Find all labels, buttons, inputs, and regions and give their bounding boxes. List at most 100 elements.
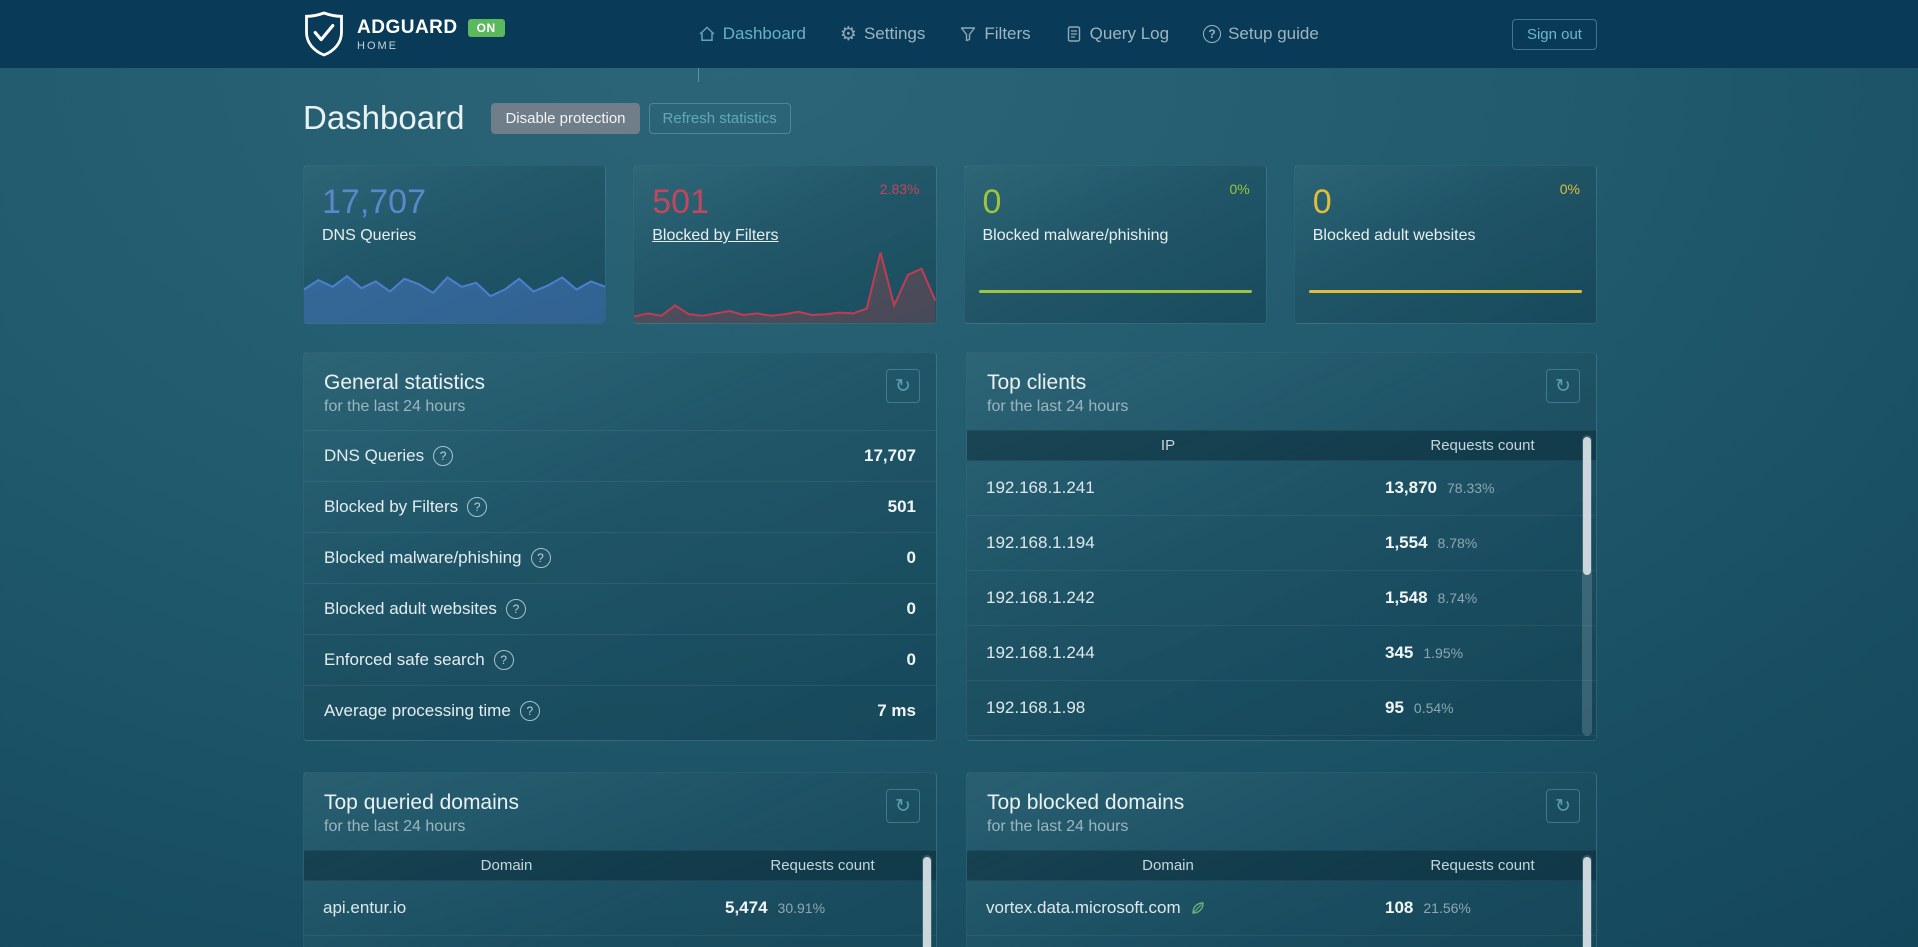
- refresh-icon: ↻: [1555, 375, 1571, 397]
- refresh-top-blocked-button[interactable]: ↻: [1546, 789, 1580, 823]
- refresh-top-clients-button[interactable]: ↻: [1546, 369, 1580, 403]
- request-percent: 8.74%: [1437, 590, 1478, 606]
- help-icon[interactable]: ?: [433, 446, 454, 466]
- client-ip[interactable]: 192.168.1.242: [986, 588, 1095, 607]
- row-value: 501: [887, 497, 916, 516]
- nav-item-setup-guide[interactable]: ? Setup guide: [1203, 0, 1319, 68]
- blocked-filters-percent: 2.83%: [879, 181, 920, 197]
- scrollbar-thumb[interactable]: [1583, 857, 1591, 947]
- row-label: Average processing time: [324, 701, 511, 720]
- disable-protection-button[interactable]: Disable protection: [491, 102, 640, 134]
- gear-icon: ⚙: [839, 23, 857, 45]
- protection-status-badge: ON: [467, 18, 505, 37]
- home-icon: [699, 26, 715, 41]
- nav-item-settings[interactable]: ⚙ Settings: [840, 0, 925, 68]
- top-clients-table-header: IP Requests count: [967, 430, 1596, 461]
- middle-row: General statistics for the last 24 hours…: [303, 352, 1597, 741]
- row-label: Enforced safe search: [324, 650, 485, 669]
- col-header-ip: IP: [1160, 437, 1176, 454]
- top-queried-domains-card: Top queried domains for the last 24 hour…: [303, 772, 937, 947]
- request-count: 95: [1385, 698, 1404, 717]
- page-title: Dashboard: [303, 99, 465, 136]
- client-ip[interactable]: 192.168.1.194: [986, 533, 1095, 552]
- blocked-malware-card: 0 0% Blocked malware/phishing: [963, 165, 1267, 324]
- row-label: Blocked malware/phishing: [324, 548, 522, 567]
- request-percent: 21.56%: [1423, 900, 1471, 916]
- domain-row[interactable]: vortex.data.microsoft.com 108 21.56%: [967, 881, 1596, 936]
- client-row[interactable]: 192.168.1.244 345 1.95%: [967, 626, 1596, 681]
- tracker-info-icon[interactable]: [1189, 899, 1207, 917]
- help-icon[interactable]: ?: [519, 701, 540, 721]
- top-navbar: ADGUARD ON HOME Dashboard ⚙ Settings Fil…: [0, 0, 1918, 82]
- client-ip[interactable]: 192.168.1.241: [986, 478, 1095, 497]
- request-count: 1,548: [1385, 588, 1428, 607]
- client-ip[interactable]: 192.168.1.244: [986, 643, 1095, 662]
- client-row[interactable]: 192.168.1.241 13,870 78.33%: [967, 461, 1596, 516]
- request-percent: 30.91%: [777, 900, 826, 916]
- help-icon[interactable]: ?: [530, 548, 551, 568]
- filter-funnel-icon: [961, 27, 976, 42]
- brand-text: ADGUARD ON HOME: [357, 17, 505, 52]
- row-value: 7 ms: [877, 701, 916, 720]
- blocked-adult-value: 0: [1312, 183, 1332, 221]
- request-count: 1,554: [1385, 533, 1428, 552]
- client-row[interactable]: 192.168.1.98 95 0.54%: [967, 681, 1596, 736]
- row-value: 0: [906, 599, 916, 618]
- client-row[interactable]: 192.168.1.194 1,554 8.78%: [967, 516, 1596, 571]
- card-subtitle: for the last 24 hours: [987, 398, 1129, 415]
- dns-queries-card: 17,707 DNS Queries: [303, 165, 607, 324]
- adguard-shield-icon: [305, 11, 343, 57]
- request-percent: 1.95%: [1423, 645, 1464, 661]
- blocked-malware-percent: 0%: [1229, 181, 1250, 197]
- domain-row[interactable]: api.entur.io 5,474 30.91%: [304, 881, 936, 936]
- nav-item-dashboard[interactable]: Dashboard: [697, 0, 806, 82]
- nav-item-filters[interactable]: Filters: [959, 0, 1031, 68]
- scrollbar-thumb[interactable]: [923, 857, 931, 947]
- request-percent: 0.54%: [1413, 700, 1454, 716]
- request-count: 108: [1385, 898, 1414, 917]
- sign-out-button[interactable]: Sign out: [1511, 18, 1597, 50]
- document-log-icon: [1067, 26, 1080, 42]
- main-nav: Dashboard ⚙ Settings Filters Query Log ?…: [697, 0, 1319, 82]
- domain-name[interactable]: api.entur.io: [323, 898, 407, 917]
- vertical-scrollbar[interactable]: [1582, 855, 1592, 947]
- nav-label: Settings: [863, 24, 926, 43]
- refresh-top-queried-button[interactable]: ↻: [886, 789, 920, 823]
- dashboard-page: Dashboard Disable protection Refresh sta…: [0, 98, 1597, 947]
- card-subtitle: for the last 24 hours: [324, 818, 466, 835]
- stats-row-safe-search: Enforced safe search? 0: [304, 634, 936, 685]
- top-queried-header: Top queried domains for the last 24 hour…: [304, 773, 936, 850]
- request-count: 13,870: [1385, 478, 1437, 497]
- client-row[interactable]: 192.168.1.242 1,548 8.74%: [967, 571, 1596, 626]
- stats-row-blocked-adult: Blocked adult websites? 0: [304, 583, 936, 634]
- top-blocked-domains-card: Top blocked domains for the last 24 hour…: [966, 772, 1597, 947]
- dns-queries-label: DNS Queries: [322, 227, 417, 244]
- blocked-adult-percent: 0%: [1559, 181, 1580, 197]
- brand-logo[interactable]: ADGUARD ON HOME: [303, 11, 505, 57]
- card-subtitle: for the last 24 hours: [987, 818, 1129, 835]
- refresh-general-statistics-button[interactable]: ↻: [886, 369, 920, 403]
- request-percent: 78.33%: [1447, 480, 1495, 496]
- help-icon[interactable]: ?: [493, 650, 514, 670]
- refresh-statistics-button[interactable]: Refresh statistics: [648, 102, 791, 134]
- page-title-row: Dashboard Disable protection Refresh sta…: [303, 98, 1597, 138]
- nav-label: Query Log: [1089, 24, 1170, 43]
- blocked-malware-value: 0: [982, 183, 1002, 221]
- client-ip[interactable]: 192.168.1.98: [986, 698, 1086, 717]
- blocked-filters-link[interactable]: Blocked by Filters: [652, 227, 779, 244]
- help-icon[interactable]: ?: [505, 599, 526, 619]
- domain-name[interactable]: vortex.data.microsoft.com: [986, 898, 1181, 917]
- vertical-scrollbar[interactable]: [922, 855, 932, 947]
- nav-item-query-log[interactable]: Query Log: [1065, 0, 1169, 68]
- scrollbar-thumb[interactable]: [1583, 437, 1591, 576]
- col-header-requests: Requests count: [770, 857, 875, 874]
- blocked-malware-label: Blocked malware/phishing: [982, 227, 1169, 244]
- card-title: General statistics: [324, 371, 486, 394]
- help-icon[interactable]: ?: [467, 497, 488, 517]
- refresh-icon: ↻: [895, 375, 911, 397]
- nav-label: Setup guide: [1228, 24, 1319, 43]
- blocked-filters-value: 501: [652, 183, 709, 221]
- vertical-scrollbar[interactable]: [1582, 435, 1592, 736]
- card-title: Top blocked domains: [987, 791, 1185, 814]
- refresh-icon: ↻: [895, 795, 911, 817]
